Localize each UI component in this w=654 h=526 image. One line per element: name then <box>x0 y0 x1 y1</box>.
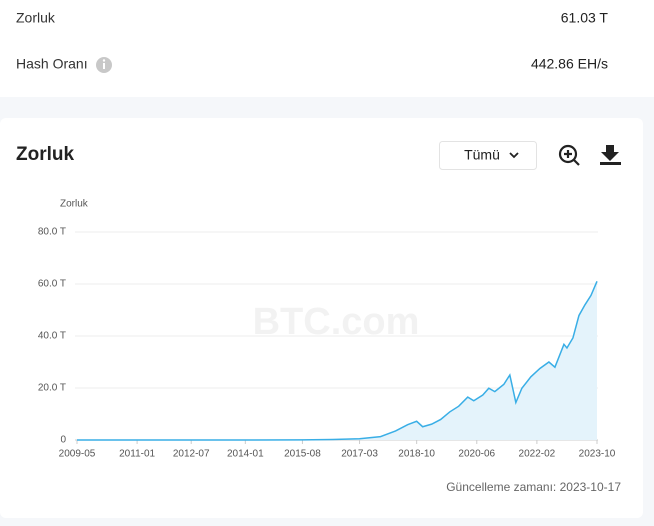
line <box>77 281 598 441</box>
x-tick-label: 2015-08 <box>284 449 321 460</box>
y-axis-label: Zorluk <box>60 199 89 210</box>
x-tick-label: 2009-05 <box>59 449 96 460</box>
y-tick-label: 20.0 T <box>38 383 66 394</box>
x-tick-label: 2017-03 <box>341 449 378 460</box>
y-tick-label: 0 <box>60 435 66 446</box>
stat-label: Zorluk <box>16 10 56 26</box>
stats-panel <box>0 0 654 97</box>
x-tick-label: 2022-02 <box>519 449 556 460</box>
info-icon[interactable] <box>96 57 112 73</box>
stat-value: 61.03 T <box>561 10 609 26</box>
x-tick-label: 2012-07 <box>173 449 210 460</box>
x-tick-label: 2014-01 <box>227 449 264 460</box>
x-tick-label: 2023-10 <box>579 449 616 460</box>
y-tick-label: 40.0 T <box>38 331 66 342</box>
y-tick-label: 80.0 T <box>38 227 66 238</box>
stat-value: 442.86 EH/s <box>531 56 608 72</box>
card-title: Zorluk <box>16 144 74 165</box>
stat-label: Hash Oranı <box>16 56 88 72</box>
range-label[interactable]: Tümü <box>464 147 500 163</box>
x-tick-label: 2011-01 <box>119 449 155 460</box>
x-tick-label: 2020-06 <box>458 449 495 460</box>
watermark: BTC.com <box>253 301 420 343</box>
zoom-icon[interactable] <box>558 144 580 166</box>
area <box>77 281 597 440</box>
y-tick-label: 60.0 T <box>38 279 66 290</box>
range-button[interactable]: Tümü <box>439 141 537 170</box>
update-time: Güncelleme zamanı: 2023-10-17 <box>446 480 621 494</box>
x-tick-label: 2018-10 <box>398 449 435 460</box>
download-icon[interactable] <box>600 145 621 165</box>
